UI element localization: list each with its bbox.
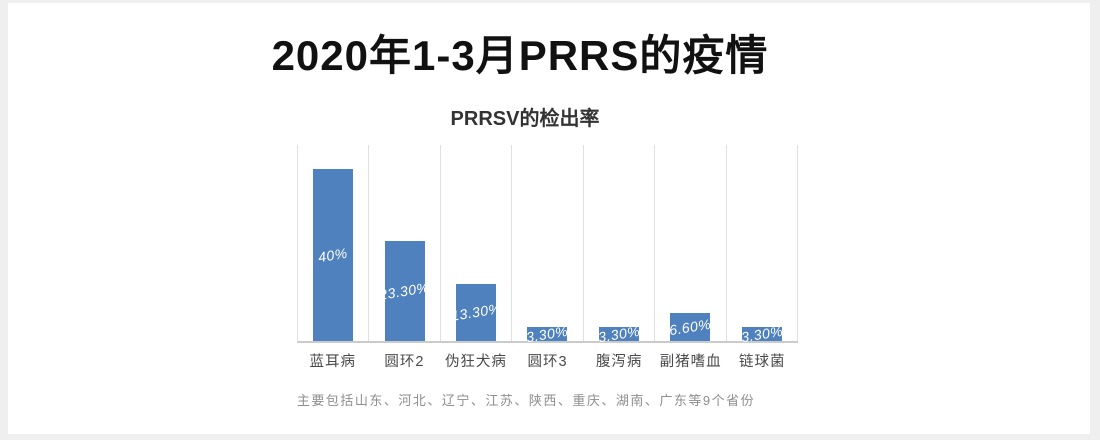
bar-腹泻病: 3.30%	[597, 323, 641, 345]
x-axis-label: 圆环2	[384, 354, 425, 370]
chart-column: 3.30%	[584, 145, 656, 345]
x-axis-label: 副猪嗜血	[659, 354, 722, 370]
bar-蓝耳病: 40%	[313, 168, 354, 341]
bar-链球菌: 3.30%	[740, 323, 784, 345]
chart-column: 13.30%	[441, 145, 513, 341]
chart-column: 3.30%	[727, 145, 798, 345]
slide-background	[8, 3, 1090, 434]
bar-value-label: 13.30%	[449, 300, 503, 325]
bar-value-label: 23.30%	[378, 278, 431, 303]
x-axis-label: 腹泻病	[595, 354, 643, 370]
bar-副猪嗜血: 6.60%	[668, 312, 713, 341]
bar-value-label: 3.30%	[525, 322, 570, 346]
x-axis-labels: 蓝耳病 圆环2 伪狂犬病 圆环3 腹泻病 副猪嗜血 链球菌	[297, 350, 798, 371]
chart-title: PRRSV的检出率	[450, 108, 600, 130]
bar-value-label: 6.60%	[668, 315, 713, 338]
x-axis-label: 蓝耳病	[309, 354, 357, 370]
plot-area: 40% 23.30% 13.30% 3.30% 3.30% 6.60% 3.30%	[297, 145, 798, 345]
chart-column: 3.30%	[512, 145, 584, 345]
bar-value-label: 40%	[317, 244, 350, 266]
x-axis-label: 伪狂犬病	[444, 354, 507, 370]
chart-column: 6.60%	[655, 145, 727, 341]
bar-value-label: 3.30%	[739, 322, 784, 346]
bar-圆环2: 23.30%	[378, 240, 431, 341]
page-title: 2020年1-3月PRRS的疫情	[271, 32, 769, 79]
bar-伪狂犬病: 13.30%	[450, 283, 502, 341]
bar-圆环3: 3.30%	[525, 323, 569, 345]
chart-column: 40%	[298, 145, 370, 341]
footnote: 主要包括山东、河北、辽宁、江苏、陕西、重庆、湖南、广东等9个省份	[296, 393, 756, 408]
bar-value-label: 3.30%	[596, 322, 641, 346]
chart-column: 23.30%	[369, 145, 441, 341]
x-axis-label: 链球菌	[739, 354, 786, 370]
x-axis-label: 圆环3	[527, 354, 568, 370]
